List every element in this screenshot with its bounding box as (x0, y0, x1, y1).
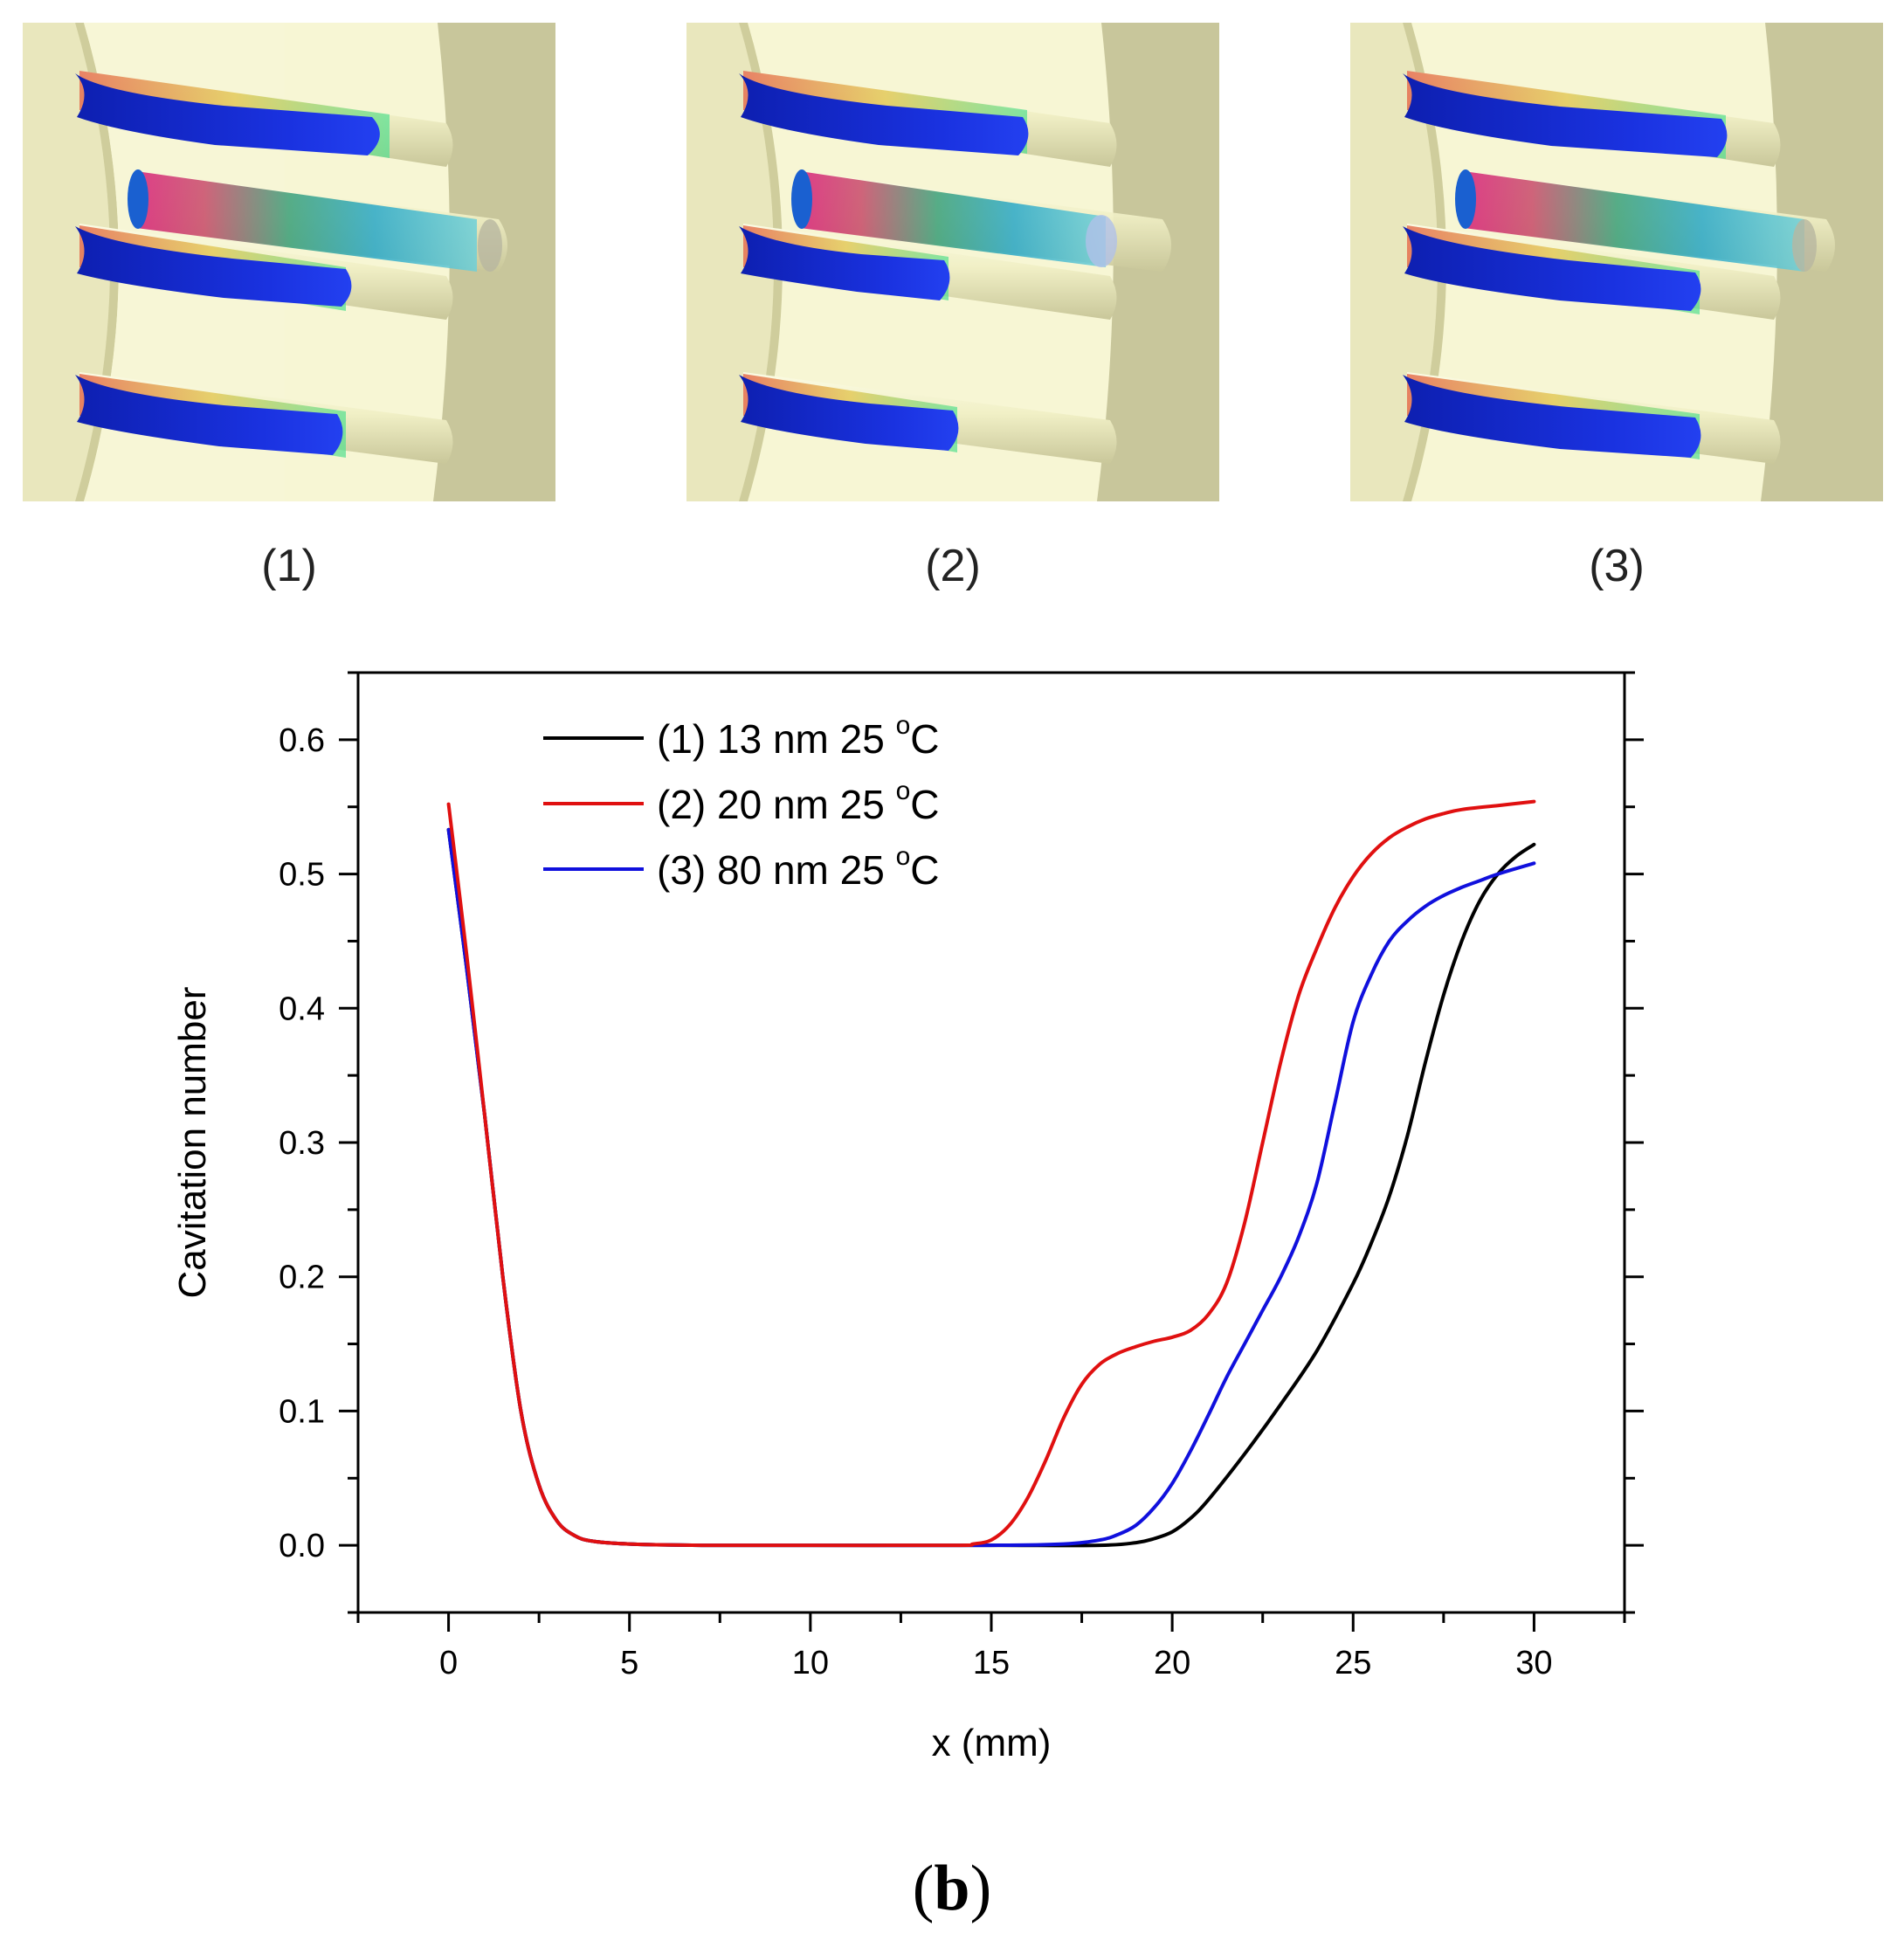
series-line-2 (446, 799, 1536, 1548)
panel-caption-1: (1) (261, 541, 317, 591)
y-tick-label: 0.0 (279, 1528, 325, 1564)
nozzle-hole-3 (75, 224, 453, 320)
x-tick-label: 0 (439, 1645, 458, 1681)
legend-label-2: (2) 20 nm 25 oC (657, 777, 940, 827)
series-line-1 (446, 827, 1536, 1548)
simulation-render-1 (23, 23, 555, 501)
y-axis-label: Cavitation number (171, 986, 214, 1298)
cavitation-chart: 0 5 10 15 20 25 30 0.0 0.1 0.2 0.3 0.4 0.5 0.6 (1) 13… (171, 671, 1644, 1764)
y-tick-label: 0.1 (279, 1393, 325, 1430)
plot-frame (356, 671, 1626, 1614)
nozzle-hole-3 (1403, 224, 1781, 320)
y-tick-label: 0.6 (279, 722, 325, 759)
nozzle-hole-3 (739, 224, 1117, 320)
x-tick-label: 5 (620, 1645, 638, 1681)
nozzle-hole-1 (1403, 71, 1781, 167)
nozzle-hole-4 (1403, 372, 1781, 464)
figure-label-close: ) (969, 1853, 992, 1924)
y-tick-label: 0.5 (279, 857, 325, 894)
series-lines (446, 799, 1536, 1548)
legend-label-3: (3) 80 nm 25 oC (657, 842, 940, 893)
y-tick-label: 0.3 (279, 1125, 325, 1162)
x-tick-label: 30 (1515, 1645, 1552, 1681)
series-line-3 (446, 827, 1536, 1548)
legend-label-1: (1) 13 nm 25 oC (657, 711, 940, 762)
figure-label: (b) (0, 1852, 1904, 1926)
nozzle-hole-4 (75, 372, 453, 464)
nozzle-hole-4 (739, 372, 1117, 464)
figure-label-letter: b (934, 1853, 970, 1924)
simulation-render-2 (686, 23, 1219, 501)
panel-caption-3: (3) (1589, 541, 1645, 591)
nozzle-render-1 (23, 23, 555, 501)
simulation-render-3 (1350, 23, 1883, 501)
axis-ticks (339, 671, 1644, 1632)
x-tick-label: 10 (792, 1645, 829, 1681)
nozzle-hole-1 (739, 71, 1117, 167)
nozzle-hole-2 (791, 169, 1171, 272)
nozzle-hole-2 (128, 169, 507, 272)
y-tick-label: 0.4 (279, 991, 325, 1027)
nozzle-hole-1 (75, 71, 453, 167)
y-tick-label: 0.2 (279, 1260, 325, 1296)
x-tick-label: 15 (973, 1645, 1010, 1681)
nozzle-render-2 (686, 23, 1219, 501)
x-axis-label: x (mm) (932, 1722, 1052, 1764)
panel-caption-2: (2) (925, 541, 981, 591)
x-tick-label: 25 (1335, 1645, 1371, 1681)
nozzle-render-3 (1350, 23, 1883, 501)
x-tick-label: 20 (1154, 1645, 1190, 1681)
figure-label-open: ( (912, 1853, 935, 1924)
tick-labels: 0 5 10 15 20 25 30 0.0 0.1 0.2 0.3 0.4 0.5 0.6 (279, 722, 1552, 1681)
nozzle-hole-2 (1455, 169, 1835, 272)
legend: (1) 13 nm 25 oC (2) 20 nm 25 oC (3) 80 nm … (543, 711, 940, 893)
